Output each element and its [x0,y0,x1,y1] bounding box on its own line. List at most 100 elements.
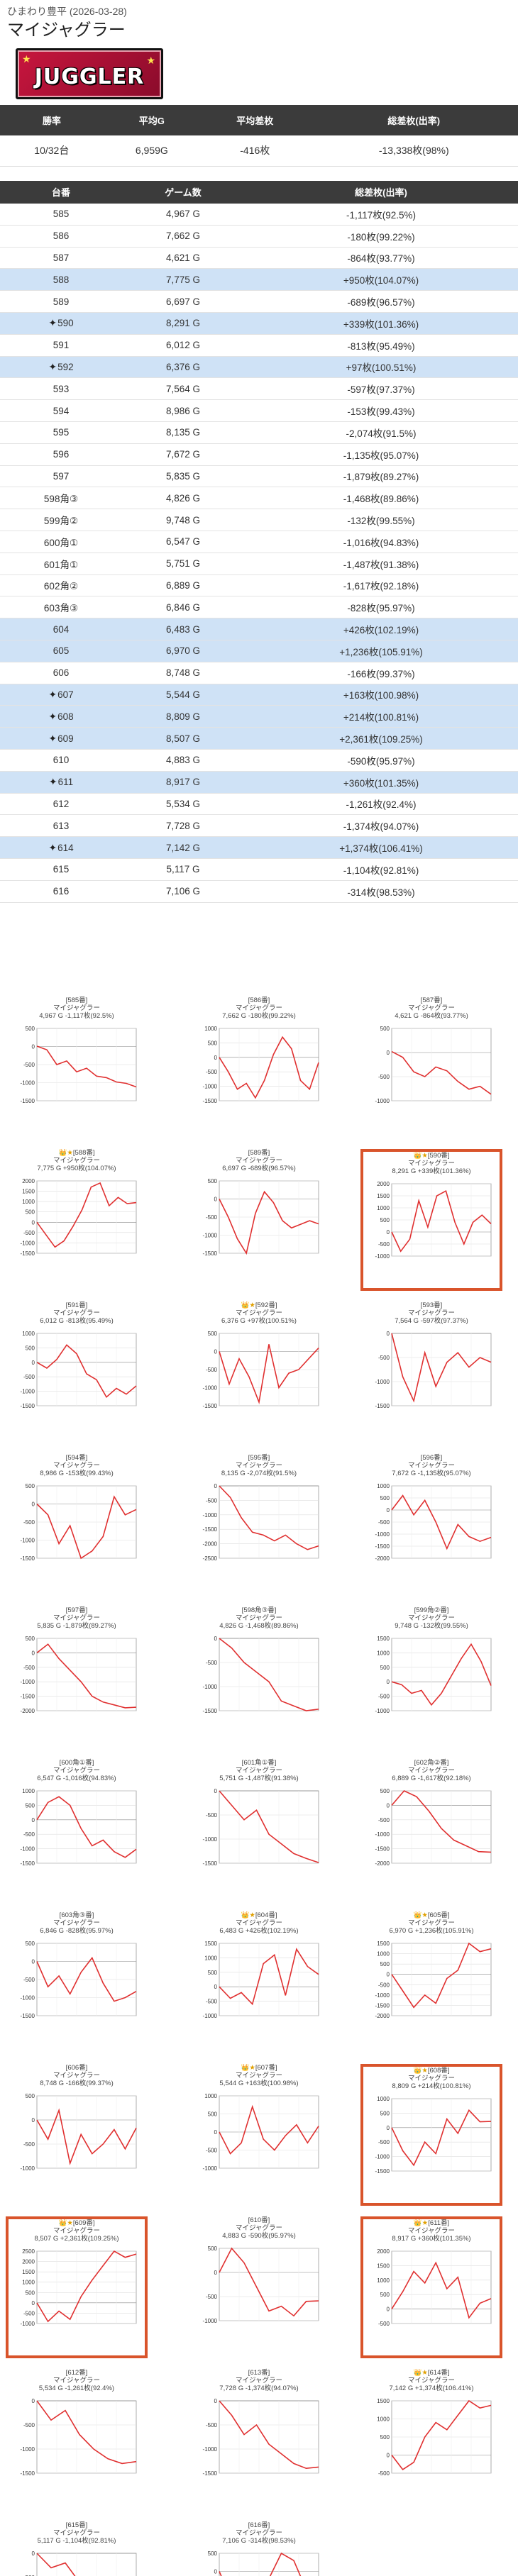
table-row[interactable]: 596 7,672 G -1,135枚(95.07%) [0,443,518,466]
table-row[interactable]: 585 4,967 G -1,117枚(92.5%) [0,203,518,226]
unit-number[interactable]: ✦609 [0,727,122,750]
table-row[interactable]: ✦608 8,809 G +214枚(100.81%) [0,705,518,728]
unit-number[interactable]: 593 [0,377,122,401]
table-row[interactable]: 601角① 5,751 G -1,487枚(91.38%) [0,553,518,575]
unit-chart-card[interactable]: 👑★[604番] マイジャグラー 6,483 G +426枚(102.19%) -10… [188,1911,330,2053]
table-row[interactable]: 615 5,117 G -1,104枚(92.81%) [0,858,518,881]
unit-number[interactable]: 588 [0,268,122,292]
table-row[interactable]: ✦592 6,376 G +97枚(100.51%) [0,356,518,379]
unit-chart-card[interactable]: [591番] マイジャグラー 6,012 G -813枚(95.49%) -1500-… [6,1301,148,1443]
col-header-diff[interactable]: 総差枚(出率) [244,180,518,204]
unit-chart-card[interactable]: [594番] マイジャグラー 8,986 G -153枚(99.43%) -1500-… [6,1454,148,1596]
table-row[interactable]: 600角① 6,547 G -1,016枚(94.83%) [0,531,518,553]
table-row[interactable]: 616 7,106 G -314枚(98.53%) [0,880,518,903]
unit-number[interactable]: 591 [0,334,122,357]
unit-number[interactable]: 596 [0,443,122,466]
unit-chart-card[interactable]: 👑★[592番] マイジャグラー 6,376 G +97枚(100.51%) -150… [188,1301,330,1443]
table-row[interactable]: ✦590 8,291 G +339枚(101.36%) [0,312,518,335]
unit-number[interactable]: 613 [0,814,122,838]
unit-chart-card[interactable]: [600角①番] マイジャグラー 6,547 G -1,016枚(94.83%) -1… [6,1759,148,1901]
table-row[interactable]: 605 6,970 G +1,236枚(105.91%) [0,640,518,662]
unit-number[interactable]: ✦614 [0,836,122,859]
unit-number[interactable]: 612 [0,793,122,816]
table-row[interactable]: 599角② 9,748 G -132枚(99.55%) [0,509,518,531]
unit-chart-card[interactable]: [603角③番] マイジャグラー 6,846 G -828枚(95.97%) -150… [6,1911,148,2053]
unit-chart-card[interactable]: 👑★[614番] マイジャグラー 7,142 G +1,374枚(106.41%) -… [360,2369,502,2511]
unit-number[interactable]: 603角③ [0,596,122,619]
table-row[interactable]: 591 6,012 G -813枚(95.49%) [0,334,518,357]
table-row[interactable]: 604 6,483 G +426枚(102.19%) [0,618,518,640]
table-row[interactable]: 587 4,621 G -864枚(93.77%) [0,247,518,270]
unit-number[interactable]: 586 [0,225,122,248]
unit-number[interactable]: ✦592 [0,356,122,379]
table-row[interactable]: 586 7,662 G -180枚(99.22%) [0,225,518,248]
unit-number[interactable]: 587 [0,247,122,270]
unit-chart-card[interactable]: [612番] マイジャグラー 5,534 G -1,261枚(92.4%) -1500… [6,2369,148,2511]
unit-chart-card[interactable]: [599角②番] マイジャグラー 9,748 G -132枚(99.55%) -100… [360,1606,502,1748]
unit-chart-card[interactable]: 👑★[611番] マイジャグラー 8,917 G +360枚(101.35%) -50… [360,2216,502,2358]
unit-number[interactable]: 597 [0,465,122,488]
unit-chart-card[interactable]: [597番] マイジャグラー 5,835 G -1,879枚(89.27%) -200… [6,1606,148,1748]
unit-number[interactable]: 601角① [0,553,122,575]
unit-chart-card[interactable]: [595番] マイジャグラー 8,135 G -2,074枚(91.5%) -2500… [188,1454,330,1596]
unit-number[interactable]: 595 [0,421,122,444]
unit-chart-card[interactable]: 👑★[588番] マイジャグラー 7,775 G +950枚(104.07%) -15… [6,1149,148,1291]
table-row[interactable]: ✦614 7,142 G +1,374枚(106.41%) [0,836,518,859]
unit-number[interactable]: 600角① [0,531,122,553]
unit-chart-card[interactable]: [602角②番] マイジャグラー 6,889 G -1,617枚(92.18%) -2… [360,1759,502,1901]
table-row[interactable]: 603角③ 6,846 G -828枚(95.97%) [0,596,518,619]
table-row[interactable]: 613 7,728 G -1,374枚(94.07%) [0,814,518,838]
unit-number[interactable]: 605 [0,640,122,662]
unit-chart-card[interactable]: [610番] マイジャグラー 4,883 G -590枚(95.97%) -1000-… [188,2216,330,2358]
unit-chart-card[interactable]: [589番] マイジャグラー 6,697 G -689枚(96.57%) -1500-… [188,1149,330,1291]
table-row[interactable]: 602角② 6,889 G -1,617枚(92.18%) [0,574,518,597]
unit-number[interactable]: 610 [0,749,122,772]
unit-number[interactable]: ✦607 [0,684,122,706]
unit-number[interactable]: 606 [0,662,122,684]
table-row[interactable]: ✦609 8,507 G +2,361枚(109.25%) [0,727,518,750]
unit-number[interactable]: ✦590 [0,312,122,335]
col-header-unit[interactable]: 台番 [0,180,122,204]
table-row[interactable]: 588 7,775 G +950枚(104.07%) [0,268,518,292]
table-row[interactable]: 595 8,135 G -2,074枚(91.5%) [0,421,518,444]
table-row[interactable]: ✦607 5,544 G +163枚(100.98%) [0,684,518,706]
unit-chart-card[interactable]: 👑★[608番] マイジャグラー 8,809 G +214枚(100.81%) -15… [360,2064,502,2206]
unit-number[interactable]: 604 [0,618,122,640]
table-row[interactable]: 589 6,697 G -689枚(96.57%) [0,290,518,313]
table-row[interactable]: 593 7,564 G -597枚(97.37%) [0,377,518,401]
table-row[interactable]: 610 4,883 G -590枚(95.97%) [0,749,518,772]
unit-number[interactable]: 585 [0,203,122,226]
unit-chart-card[interactable]: [596番] マイジャグラー 7,672 G -1,135枚(95.07%) -200… [360,1454,502,1596]
unit-chart-card[interactable]: [587番] マイジャグラー 4,621 G -864枚(93.77%) -1000-… [360,996,502,1138]
unit-chart-card[interactable]: 👑★[605番] マイジャグラー 6,970 G +1,236枚(105.91%) -… [360,1911,502,2053]
unit-chart-card[interactable]: [598角③番] マイジャグラー 4,826 G -1,468枚(89.86%) -1… [188,1606,330,1748]
unit-number[interactable]: 598角③ [0,487,122,510]
unit-number[interactable]: 616 [0,880,122,903]
unit-number[interactable]: ✦611 [0,771,122,794]
table-row[interactable]: 612 5,534 G -1,261枚(92.4%) [0,793,518,816]
table-row[interactable]: 597 5,835 G -1,879枚(89.27%) [0,465,518,488]
table-row[interactable]: ✦611 8,917 G +360枚(101.35%) [0,771,518,794]
unit-number[interactable]: 589 [0,290,122,313]
unit-chart-card[interactable]: [585番] マイジャグラー 4,967 G -1,117枚(92.5%) -1500… [6,996,148,1138]
unit-number[interactable]: 594 [0,399,122,422]
unit-chart-card[interactable]: [601角①番] マイジャグラー 5,751 G -1,487枚(91.38%) -1… [188,1759,330,1901]
unit-number[interactable]: 615 [0,858,122,881]
unit-chart-card[interactable]: [613番] マイジャグラー 7,728 G -1,374枚(94.07%) -150… [188,2369,330,2511]
unit-number[interactable]: ✦608 [0,705,122,728]
table-row[interactable]: 598角③ 4,826 G -1,468枚(89.86%) [0,487,518,510]
table-row[interactable]: 594 8,986 G -153枚(99.43%) [0,399,518,422]
unit-chart-card[interactable]: [586番] マイジャグラー 7,662 G -180枚(99.22%) -1500-… [188,996,330,1138]
unit-chart-card[interactable]: 👑★[590番] マイジャグラー 8,291 G +339枚(101.36%) -10… [360,1149,502,1291]
unit-chart-card[interactable]: 👑★[607番] マイジャグラー 5,544 G +163枚(100.98%) -10… [188,2064,330,2206]
unit-number[interactable]: 602角② [0,574,122,597]
unit-chart-card[interactable]: 👑★[609番] マイジャグラー 8,507 G +2,361枚(109.25%) -… [6,2216,148,2358]
unit-number[interactable]: 599角② [0,509,122,531]
unit-chart-card[interactable]: [606番] マイジャグラー 8,748 G -166枚(99.37%) -1000-… [6,2064,148,2206]
unit-chart-card[interactable]: [593番] マイジャグラー 7,564 G -597枚(97.37%) -1500-… [360,1301,502,1443]
breadcrumb[interactable]: ひまわり豊平 (2026-03-28) [7,6,127,17]
table-row[interactable]: 606 8,748 G -166枚(99.37%) [0,662,518,684]
col-header-games[interactable]: ゲーム数 [122,180,244,204]
